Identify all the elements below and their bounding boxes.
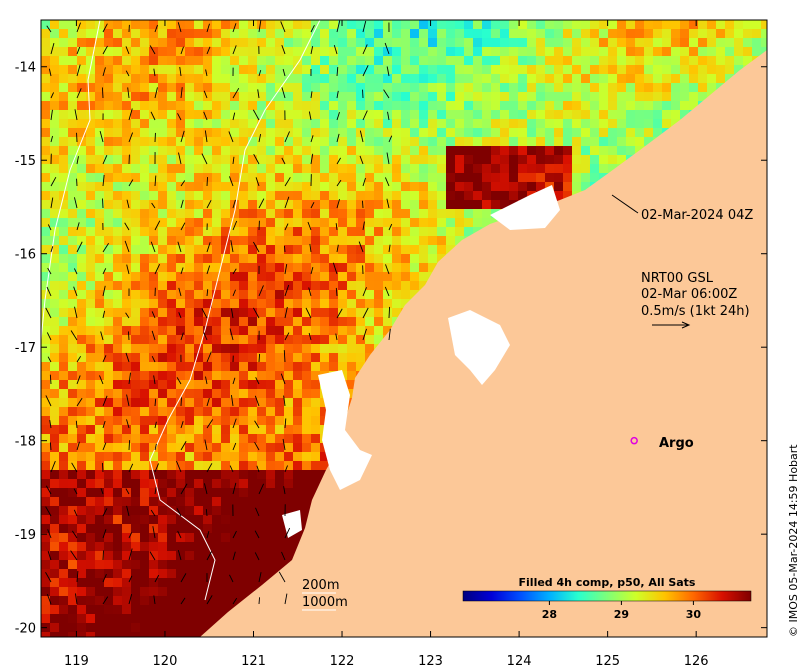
nodata-patch [282,510,302,538]
latitude-tick-label: -14 [15,61,36,76]
colorbar-tick-label: 28 [542,608,557,621]
current-scale-arrow [652,321,691,329]
product-time-label: 02-Mar 06:00Z [641,287,737,302]
longitude-ticks: 119 120 121 122 123 124 125 126 [64,20,709,669]
credit-label: © IMOS 05-Mar-2024 14:59 Hobart [787,444,800,637]
product-name-label: NRT00 GSL [641,271,714,286]
latitude-tick-label: -18 [15,435,36,450]
plot-frame [40,19,768,638]
latitude-tick-label: -16 [15,248,36,263]
latitude-tick-label: -15 [15,154,36,169]
contour-1000m-label: 1000m [302,595,348,610]
latitude-ticks: -14 -15 -16 -17 -18 -19 -20 [15,61,767,637]
colorbar-ticks: 28 29 30 [542,601,702,621]
latitude-tick-label: -17 [15,341,36,356]
longitude-tick-label: 121 [241,654,266,669]
longitude-tick-label: 119 [64,654,89,669]
contour-200m-line [149,20,321,601]
argo-float-marker [630,436,638,445]
contour-200m-label: 200m [302,578,339,593]
nodata-patch [448,310,510,385]
longitude-tick-label: 125 [595,654,620,669]
pass-time-label: 02-Mar-2024 04Z [641,208,753,223]
longitude-tick-label: 120 [153,654,178,669]
current-scale-label: 0.5m/s (1kt 24h) [641,304,750,319]
colorbar-title: Filled 4h comp, p50, All Sats [519,576,696,589]
colorbar-tick-label: 30 [686,608,702,621]
longitude-tick-label: 123 [418,654,443,669]
colorbar [462,590,752,602]
longitude-tick-label: 122 [330,654,355,669]
current-vectors [45,20,393,605]
nodata-patch [318,370,372,490]
longitude-tick-label: 126 [684,654,709,669]
latitude-tick-label: -19 [15,528,36,543]
nodata-patch [490,185,560,230]
contour-1000m-line [41,20,101,341]
longitude-tick-label: 124 [507,654,532,669]
argo-label: Argo [659,436,694,451]
latitude-tick-label: -20 [15,622,36,637]
colorbar-tick-label: 29 [614,608,629,621]
pass-time-leader [611,194,639,214]
